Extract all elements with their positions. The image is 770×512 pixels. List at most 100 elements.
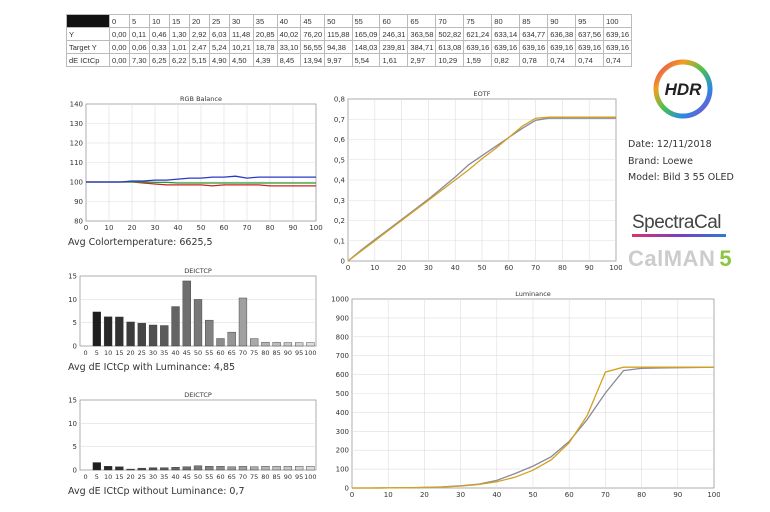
bar [160,467,169,471]
bar [227,331,236,347]
bar [92,462,101,471]
bar [283,342,293,347]
series-line-target [352,366,714,489]
x-tick-label: 10 [104,349,112,357]
x-tick-label: 60 [216,473,224,481]
table-column-header: 35 [252,14,278,28]
bar [250,338,259,347]
x-tick-label: 20 [126,349,134,357]
table-cell: 1,59 [463,53,493,67]
x-tick-label: 70 [601,491,610,499]
table-column-header: 85 [519,14,549,28]
x-tick-label: 30 [456,491,465,499]
table-column-header: 20 [189,14,210,28]
table-column-header: 80 [491,14,521,28]
series-line-measured [347,117,616,262]
bar [295,342,304,347]
bar [182,466,191,471]
y-tick-label: 5 [73,319,77,327]
x-tick-label: 25 [138,349,146,357]
x-tick-label: 85 [273,473,281,481]
table-column-header: 65 [407,14,437,28]
table-cell: 0,74 [575,53,605,67]
series-line-target [347,116,616,262]
bar [148,324,158,347]
calman-logo-text: CalMAN [628,246,716,271]
y-tick-label: 10 [68,296,77,304]
table-cell: 0,78 [519,53,549,67]
x-tick-label: 15 [115,349,123,357]
table-cell: 76,20 [300,27,326,41]
y-tick-label: 300 [336,428,349,436]
table-column-header: 90 [547,14,577,28]
table-cell: 0,74 [603,53,633,67]
table-cell: 148,03 [351,40,381,54]
table-cell: 5,24 [209,40,230,54]
table-row: dE ICtCp 0,00 7,30 6,25 6,22 5,15 4,90 4,50 4,39… [66,53,633,67]
bar [103,466,113,471]
x-tick-label: 15 [115,473,123,481]
table-cell: 9,97 [324,53,353,67]
table-cell: 633,14 [491,27,521,41]
table-row-label: dE ICtCp [66,53,110,67]
table-cell: 13,94 [300,53,326,67]
y-tick-label: 0,2 [334,217,345,225]
rgb-balance-chart: RGB Balance 80 90 100 110 120 130 140 0 10 20 30 40 5… [70,95,323,232]
bar [171,466,180,471]
y-tick-label: 500 [336,390,349,398]
bar [272,466,281,471]
x-tick-label: 65 [228,473,236,481]
x-tick-label: 100 [609,264,622,272]
table-column-header: 30 [229,14,254,28]
table-cell: 1,30 [169,27,190,41]
table-cell: 621,24 [463,27,493,41]
y-tick-label: 800 [336,333,349,341]
table-column-header: 75 [463,14,493,28]
table-column-header: 95 [575,14,605,28]
table-cell: 384,71 [407,40,437,54]
x-tick-label: 70 [243,224,252,232]
chart-title: DEICTCP [184,268,212,275]
x-tick-label: 30 [151,224,160,232]
table-cell: 637,56 [575,27,605,41]
bar [227,466,236,471]
bar [103,316,113,347]
table-row: Target Y 0,00 0,06 0,33 1,01 2,47 5,24 10,21 18,… [66,40,633,54]
bar [126,468,135,471]
x-tick-label: 65 [228,349,236,357]
bar [171,306,180,347]
x-tick-label: 50 [197,224,206,232]
x-tick-label: 55 [205,349,213,357]
x-tick-label: 100 [304,473,316,481]
table-cell: 4,90 [209,53,230,67]
x-tick-label: 40 [171,473,179,481]
x-tick-label: 20 [128,224,137,232]
table-cell: 639,16 [491,40,521,54]
table-cell: 6,25 [149,53,170,67]
x-tick-label: 90 [673,491,682,499]
x-tick-label: 30 [149,349,157,357]
bar [193,465,203,471]
table-cell: 10,21 [229,40,254,54]
chart-title: RGB Balance [180,95,222,103]
bar [115,466,124,471]
x-tick-label: 90 [284,349,292,357]
y-tick-label: 0,3 [334,197,345,205]
y-tick-label: 5 [73,443,77,451]
table-cell: 0,00 [109,27,130,41]
avg-de-without-luminance-caption: Avg dE ICtCp without Luminance: 0,7 [68,486,245,497]
x-tick-label: 75 [250,473,258,481]
bar [137,322,146,347]
table-row-label: Target Y [66,40,110,54]
y-tick-label: 900 [336,314,349,322]
table-cell: 6,03 [209,27,230,41]
bar [272,342,281,347]
x-tick-label: 0 [350,491,354,499]
table-cell: 639,16 [575,40,605,54]
table-column-header: 25 [209,14,230,28]
x-tick-label: 60 [504,264,513,272]
x-tick-label: 70 [531,264,540,272]
plot-area [79,399,317,471]
table-cell: 56,55 [300,40,326,54]
